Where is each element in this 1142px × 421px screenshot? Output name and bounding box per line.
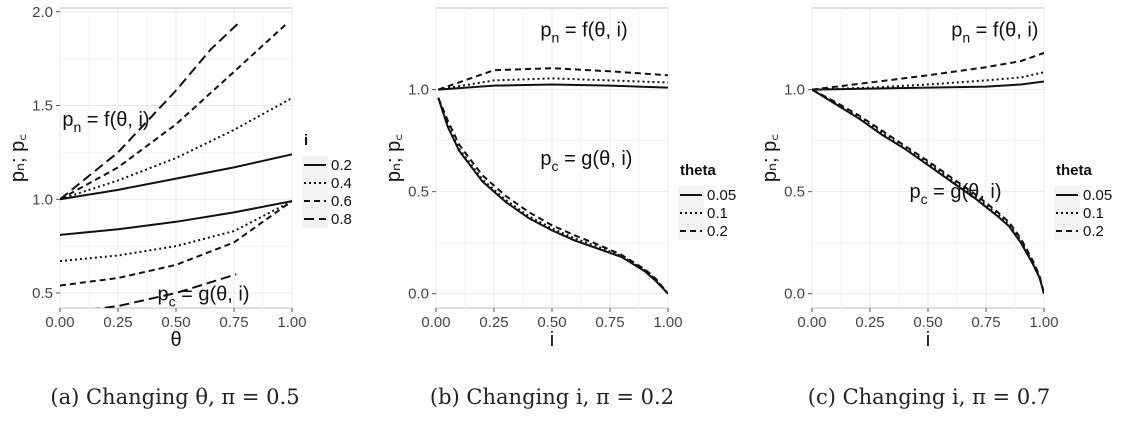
legend-label: 0.05 xyxy=(1083,187,1112,204)
formula-label: pc = g(θ, i) xyxy=(157,284,249,310)
panel-c: pn = f(θ, i) pc = g(θ, i) 0.00 0.25 0.50 0.75… xyxy=(759,7,1112,409)
legend-label: 0.2 xyxy=(707,223,728,240)
y-tick-label: 0.0 xyxy=(408,286,429,303)
series-line xyxy=(812,80,1044,91)
series-line xyxy=(60,97,292,201)
x-tick-label: 0.75 xyxy=(595,314,624,331)
legend: theta 0.050.10.2 xyxy=(678,162,736,240)
panel-caption: (c) Changing i, π = 0.7 xyxy=(808,385,1050,409)
series-line xyxy=(437,97,668,295)
series-line xyxy=(437,67,668,91)
y-axis-title: pₙ; p꜀ xyxy=(759,134,781,182)
legend-label: 0.2 xyxy=(331,157,352,174)
formula-label: pn = f(θ, i) xyxy=(540,20,627,46)
x-tick-label: 1.00 xyxy=(1029,314,1058,331)
series-line xyxy=(60,200,292,236)
legend-title: i xyxy=(304,132,308,149)
x-tick-label: 0.25 xyxy=(479,314,508,331)
series-line xyxy=(438,83,668,91)
series-group xyxy=(60,22,292,308)
panel-a: pn = f(θ, i) pc = g(θ, i) 0.00 0.25 0.50 0.75… xyxy=(7,4,352,409)
legend: theta 0.050.10.2 xyxy=(1054,162,1112,240)
x-tick-label: 0.50 xyxy=(537,314,566,331)
panel-caption: (b) Changing i, π = 0.2 xyxy=(430,385,674,409)
y-tick-label: 0.5 xyxy=(784,184,805,201)
x-axis-title: i xyxy=(550,329,554,351)
x-tick-label: 0.50 xyxy=(913,314,942,331)
formula-label: pn = f(θ, i) xyxy=(62,109,149,135)
y-axis-title: pₙ; p꜀ xyxy=(7,134,29,182)
series-line xyxy=(438,77,668,91)
legend-label: 0.1 xyxy=(707,205,728,222)
legend-label: 0.8 xyxy=(331,211,352,228)
x-tick-label: 0.00 xyxy=(45,314,74,331)
x-axis-title: i xyxy=(926,329,930,351)
legend-label: 0.1 xyxy=(1083,205,1104,222)
series-line xyxy=(60,22,289,201)
x-tick-label: 1.00 xyxy=(277,314,306,331)
x-axis-title: θ xyxy=(170,329,181,351)
x-tick-label: 0.25 xyxy=(855,314,884,331)
y-tick-label: 0.0 xyxy=(784,286,805,303)
series-line xyxy=(437,97,668,295)
x-tick-label: 1.00 xyxy=(653,314,682,331)
x-tick-label: 0.75 xyxy=(219,314,248,331)
y-tick-label: 0.5 xyxy=(32,285,53,302)
y-tick-label: 1.5 xyxy=(32,98,53,115)
x-tick-label: 0.50 xyxy=(161,314,190,331)
x-tick-label: 0.00 xyxy=(797,314,826,331)
panel-caption: (a) Changing θ, π = 0.5 xyxy=(50,385,299,409)
legend-label: 0.2 xyxy=(1083,223,1104,240)
legend-label: 0.6 xyxy=(331,193,352,210)
series-line xyxy=(812,51,1044,91)
series-line xyxy=(60,153,292,201)
formula-label: pc = g(θ, i) xyxy=(909,181,1001,207)
y-tick-label: 1.0 xyxy=(784,82,805,99)
x-tick-label: 0.75 xyxy=(971,314,1000,331)
panel-b: pn = f(θ, i) pc = g(θ, i) 0.00 0.25 0.50 0.75… xyxy=(383,7,736,409)
y-tick-label: 1.0 xyxy=(408,82,429,99)
series-line xyxy=(60,22,240,201)
x-tick-label: 0.00 xyxy=(421,314,450,331)
legend-title: theta xyxy=(1056,162,1092,179)
y-tick-label: 1.0 xyxy=(32,191,53,208)
x-tick-label: 0.25 xyxy=(103,314,132,331)
series-line xyxy=(812,71,1044,91)
legend-label: 0.05 xyxy=(707,187,736,204)
y-tick-label: 2.0 xyxy=(32,4,53,21)
legend: i 0.20.40.60.8 xyxy=(302,132,352,228)
legend-label: 0.4 xyxy=(331,175,352,192)
formula-label: pc = g(θ, i) xyxy=(540,148,632,174)
y-axis-title: pₙ; p꜀ xyxy=(383,134,405,182)
y-tick-label: 0.5 xyxy=(408,184,429,201)
legend-key-background xyxy=(302,210,328,228)
series-line xyxy=(60,200,292,287)
formula-label: pn = f(θ, i) xyxy=(951,20,1038,46)
legend-title: theta xyxy=(680,162,716,179)
series-group xyxy=(812,51,1044,294)
series-group xyxy=(437,67,668,295)
